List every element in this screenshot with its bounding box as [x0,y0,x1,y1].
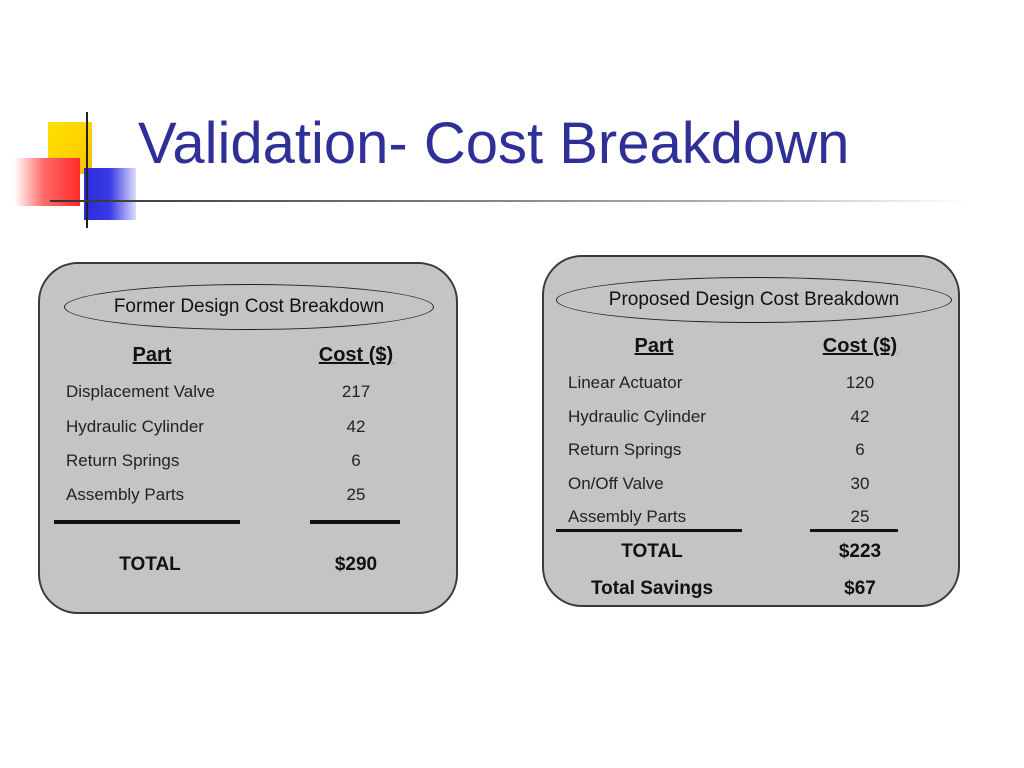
proposed-row-part: Linear Actuator [568,373,683,392]
proposed-row-cost: 6 [855,440,865,459]
proposed-row-cost: 42 [850,407,870,426]
former-col-cost-header: Cost ($) [318,344,394,366]
former-row-part: Assembly Parts [66,485,185,504]
proposed-total-label: TOTAL [621,541,683,562]
title-decoration-vertical-line [86,112,88,228]
proposed-col-cost-header: Cost ($) [822,335,898,357]
proposed-design-panel: Proposed Design Cost Breakdown Part Cost… [542,255,960,607]
title-decoration-blue-square [84,168,136,220]
former-row-cost: 217 [341,382,371,401]
former-row-part: Hydraulic Cylinder [66,417,204,436]
proposed-savings-value: $67 [844,578,876,599]
title-underline-divider [50,200,970,202]
slide-title: Validation- Cost Breakdown [138,111,850,176]
proposed-cost-column-rule [810,529,898,532]
former-col-part-header: Part [132,344,172,366]
former-part-column-rule [54,520,240,524]
proposed-row-part: On/Off Valve [568,474,664,493]
proposed-row-part: Hydraulic Cylinder [568,407,706,426]
title-decoration-red-square [14,158,80,206]
former-total-value: $290 [334,554,378,575]
former-row-cost: 42 [346,417,366,436]
proposed-row-cost: 120 [845,373,875,392]
former-row-part: Return Springs [66,451,180,470]
proposed-col-part-header: Part [634,335,674,357]
former-panel-heading: Former Design Cost Breakdown [64,284,434,330]
proposed-total-value: $223 [838,541,882,562]
former-total-label: TOTAL [119,554,181,575]
former-cost-column-rule [310,520,400,524]
former-row-part: Displacement Valve [66,382,215,401]
proposed-part-column-rule [556,529,742,532]
proposed-row-part: Return Springs [568,440,682,459]
proposed-savings-label: Total Savings [590,578,714,599]
proposed-row-cost: 30 [850,474,870,493]
former-design-panel: Former Design Cost Breakdown Part Cost (… [38,262,458,614]
former-row-cost: 6 [351,451,361,470]
proposed-panel-heading: Proposed Design Cost Breakdown [556,277,952,323]
proposed-row-part: Assembly Parts [568,507,687,526]
former-row-cost: 25 [346,485,366,504]
proposed-row-cost: 25 [850,507,870,526]
